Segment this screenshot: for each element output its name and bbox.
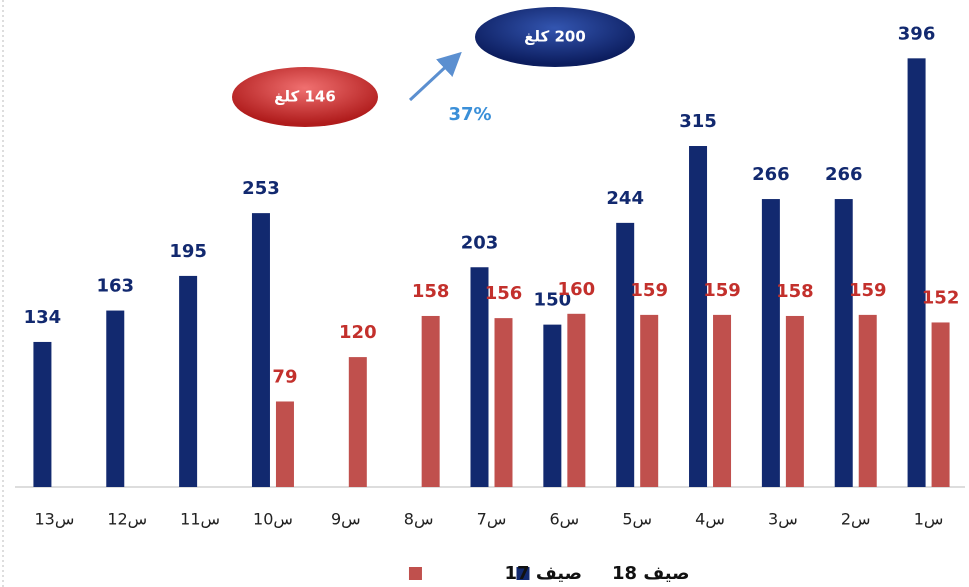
x-tick-label: س7	[477, 510, 507, 529]
arrow	[408, 51, 462, 102]
bar	[761, 199, 780, 487]
annotation: 146 كلغ	[274, 88, 336, 106]
x-tick-label: س2	[841, 510, 871, 529]
bar	[858, 314, 877, 487]
bar	[275, 401, 294, 487]
bar	[785, 315, 804, 487]
bar	[106, 310, 125, 487]
bar	[567, 313, 586, 487]
x-tick-label: س9	[331, 510, 361, 529]
value-label: 79	[272, 366, 297, 387]
bar	[834, 199, 853, 487]
value-label: 195	[169, 241, 207, 262]
bar	[33, 341, 52, 487]
legend-label: صيف 18	[612, 563, 690, 584]
x-tick-label: س13	[34, 510, 74, 529]
value-label: 266	[825, 164, 863, 185]
bar	[494, 318, 513, 487]
value-label: 156	[485, 283, 523, 304]
bar	[179, 275, 198, 487]
value-label: 159	[630, 280, 668, 301]
x-tick-label: س6	[549, 510, 579, 529]
red-bubble	[232, 67, 378, 127]
value-label: 266	[752, 164, 790, 185]
value-label: 150	[534, 290, 572, 311]
value-label: 120	[339, 322, 377, 343]
legend-swatch	[516, 567, 530, 580]
x-tick-label: س11	[180, 510, 220, 529]
legend-swatch	[408, 567, 422, 580]
value-label: 134	[24, 307, 62, 328]
annotation: 200 كلغ	[524, 28, 586, 46]
value-label: 152	[922, 287, 960, 308]
bar	[616, 222, 635, 487]
value-label: 203	[461, 232, 499, 253]
bar	[907, 58, 926, 488]
x-tick-label: س3	[768, 510, 798, 529]
value-label: 159	[849, 280, 887, 301]
x-tick-label: س4	[695, 510, 725, 529]
x-tick-label: س10	[253, 510, 293, 529]
x-tick-label: س5	[622, 510, 652, 529]
legend-label: صيف 17	[504, 563, 582, 584]
bar	[251, 213, 270, 487]
x-tick-label: س8	[404, 510, 434, 529]
value-label: 158	[776, 281, 814, 302]
value-label: 396	[898, 23, 936, 44]
blue-bubble	[475, 7, 635, 67]
value-label: 315	[679, 111, 717, 132]
value-label: 244	[606, 188, 644, 209]
annotation: 37%	[448, 104, 491, 125]
bar	[640, 314, 659, 487]
bar	[931, 322, 950, 487]
value-label: 253	[242, 178, 280, 199]
bar	[470, 267, 489, 487]
bar	[348, 357, 367, 487]
bar	[543, 324, 562, 487]
value-label: 163	[96, 276, 134, 297]
value-label: 158	[412, 281, 450, 302]
value-label: 159	[703, 280, 741, 301]
x-tick-label: س12	[107, 510, 147, 529]
x-tick-label: س1	[914, 510, 944, 529]
value-label: 160	[558, 279, 596, 300]
bar	[713, 314, 732, 487]
bar	[421, 315, 440, 487]
bar	[689, 146, 708, 487]
